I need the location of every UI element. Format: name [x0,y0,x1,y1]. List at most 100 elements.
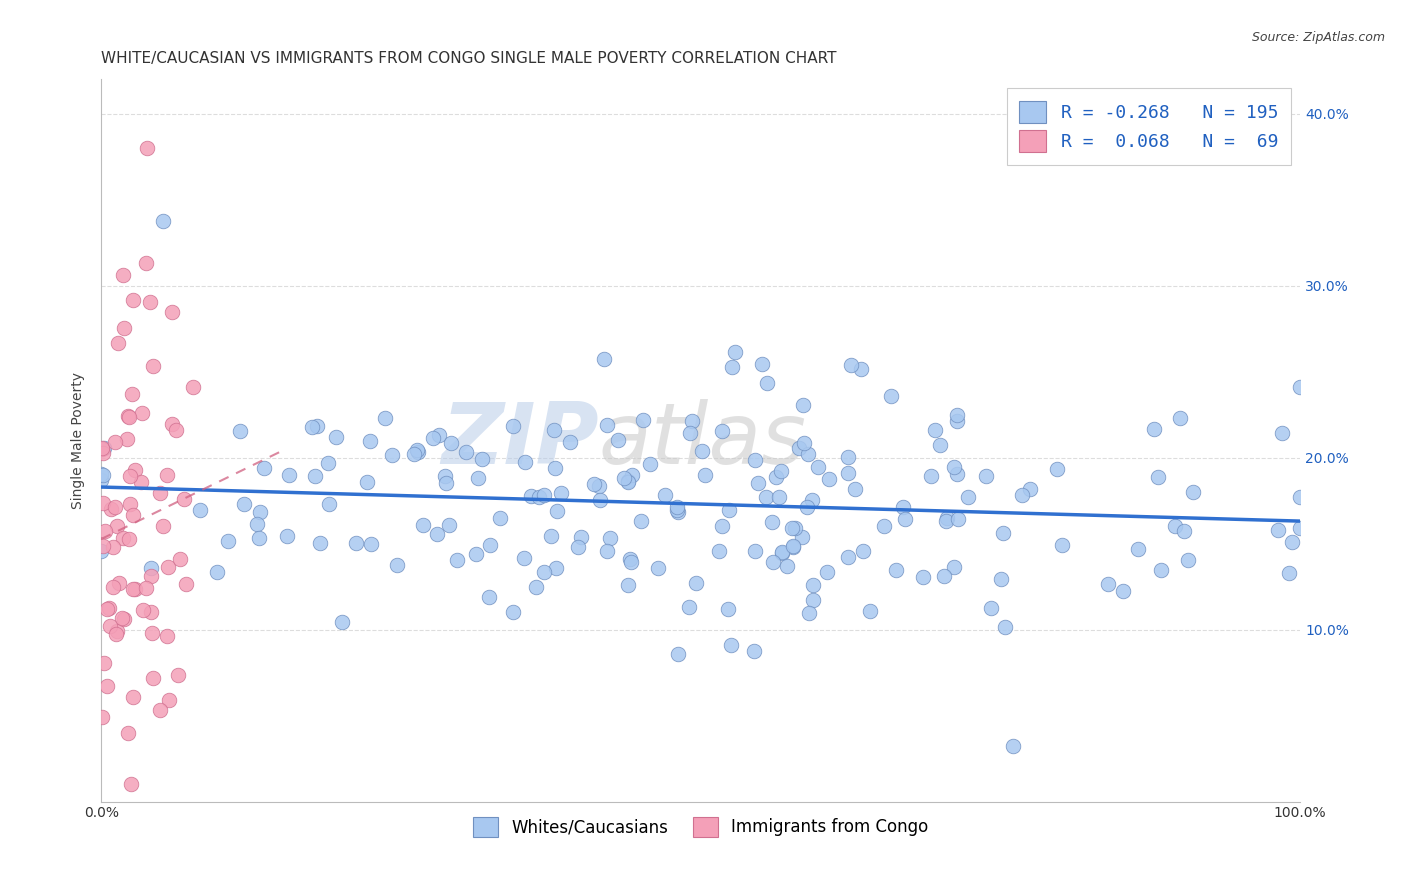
Point [141,359,163,373]
Point [783,521,806,535]
Point [1177,553,1199,567]
Point [801,593,824,607]
Point [122,582,145,597]
Point [121,387,143,401]
Point [301,420,323,434]
Point [437,517,460,532]
Point [1277,566,1299,580]
Point [471,452,494,467]
Point [166,668,188,682]
Point [304,469,326,483]
Point [159,693,181,707]
Point [142,671,165,685]
Point [980,601,1002,615]
Point [111,532,134,546]
Point [104,500,127,514]
Point [790,530,813,544]
Point [558,434,581,449]
Point [344,536,367,550]
Point [596,418,619,433]
Point [1281,535,1303,549]
Point [1019,482,1042,496]
Point [101,580,124,594]
Point [165,423,187,437]
Point [149,703,172,717]
Point [1126,542,1149,557]
Point [157,560,180,574]
Point [129,475,152,489]
Point [520,489,543,503]
Point [1143,422,1166,436]
Point [135,256,157,270]
Point [105,624,128,638]
Point [647,561,669,575]
Point [434,475,457,490]
Point [936,511,959,525]
Point [93,441,115,455]
Point [374,410,396,425]
Point [533,565,555,579]
Point [666,648,689,662]
Point [852,544,875,558]
Point [454,444,477,458]
Point [93,657,115,671]
Point [666,505,689,519]
Point [96,679,118,693]
Point [685,576,707,591]
Point [112,320,135,334]
Point [427,428,450,442]
Point [844,483,866,497]
Point [131,406,153,420]
Point [91,468,114,483]
Text: atlas: atlas [599,399,807,482]
Point [546,504,568,518]
Point [974,469,997,483]
Point [994,620,1017,634]
Point [533,488,555,502]
Point [818,472,841,486]
Point [111,611,134,625]
Point [582,476,605,491]
Point [894,512,917,526]
Point [513,550,536,565]
Point [139,294,162,309]
Point [91,710,114,724]
Point [569,530,592,544]
Point [724,344,747,359]
Point [465,547,488,561]
Point [793,435,815,450]
Point [761,516,783,530]
Point [934,569,956,583]
Point [872,519,894,533]
Point [406,443,429,458]
Point [467,471,489,485]
Point [124,582,146,596]
Point [309,536,332,550]
Point [956,490,979,504]
Point [1011,488,1033,502]
Point [942,459,965,474]
Point [325,430,347,444]
Point [249,531,271,545]
Point [131,602,153,616]
Point [90,442,112,456]
Point [478,538,501,552]
Point [762,555,785,569]
Point [245,516,267,531]
Point [544,460,567,475]
Point [117,726,139,740]
Point [744,453,766,467]
Point [107,335,129,350]
Point [718,502,741,516]
Point [849,362,872,376]
Point [935,514,957,528]
Point [742,644,765,658]
Point [770,546,793,560]
Point [607,433,630,447]
Point [717,602,740,616]
Point [105,519,128,533]
Point [174,577,197,591]
Point [616,578,638,592]
Point [665,500,688,515]
Point [149,486,172,500]
